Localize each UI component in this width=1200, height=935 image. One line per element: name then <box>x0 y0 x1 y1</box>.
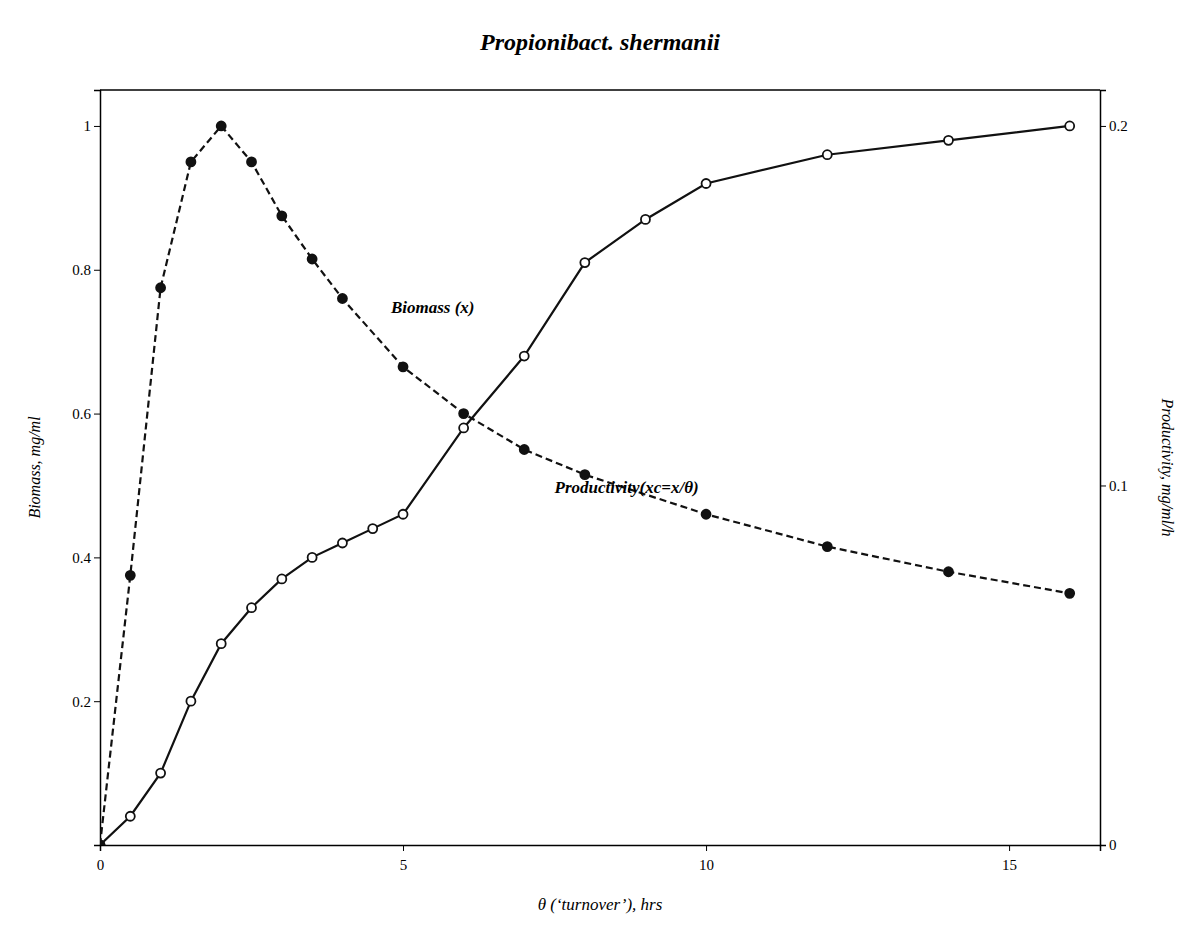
y-axis-tick: 0.4 <box>72 550 100 566</box>
x-axis-tick-mark <box>1009 845 1010 851</box>
y-axis-tick: 0.8 <box>72 262 100 278</box>
y-axis-tick: 0.2 <box>72 693 100 709</box>
series-marker <box>186 157 195 166</box>
series-marker <box>580 258 589 267</box>
series-marker <box>100 841 105 846</box>
series-marker <box>702 510 711 519</box>
y-axis-tick-mark <box>94 701 100 702</box>
series-marker <box>217 121 226 130</box>
y-axis-tick-mark <box>94 126 100 127</box>
x-axis-tick-label: 10 <box>699 857 714 873</box>
annotations: Biomass (x) Productivity(xc=x/θ) <box>390 298 699 497</box>
y2-axis-tick: 0.2 <box>1100 118 1128 134</box>
y-axis-tick: 1 <box>84 118 101 134</box>
x-axis: 0 5 10 15 <box>97 845 1101 873</box>
series-marker <box>277 211 286 220</box>
series-line <box>100 126 1070 845</box>
series-marker <box>277 574 286 583</box>
plot: 0510150.20.40.60.8100.10.2Biomass (x)Pro… <box>72 90 1128 873</box>
x-axis-tick: 5 <box>400 845 408 873</box>
y2-axis-tick-mark <box>1100 485 1106 486</box>
series-marker <box>1065 589 1074 598</box>
series-marker <box>308 553 317 562</box>
chart: 0510150.20.40.60.8100.10.2Biomass (x)Pro… <box>0 0 1200 935</box>
series-marker <box>702 179 711 188</box>
series-marker <box>338 539 347 548</box>
y-axis-tick-label: 0.6 <box>72 406 91 422</box>
y-axis-tick: 0.6 <box>72 406 100 422</box>
series-marker <box>823 542 832 551</box>
y2-axis-tick-mark <box>1100 126 1106 127</box>
series-marker <box>399 510 408 519</box>
series-marker <box>368 524 377 533</box>
marks <box>100 121 1074 845</box>
y2-axis-line <box>1101 91 1107 846</box>
y-axis: 0.2 0.4 0.6 0.8 1 <box>72 91 100 846</box>
y2-axis: 0 0.1 0.2 <box>1100 91 1128 854</box>
series-marker <box>459 409 468 418</box>
y-axis-tick-label: 0.8 <box>72 262 91 278</box>
annotation: Productivity(xc=x/θ) <box>554 478 699 497</box>
y2-axis-tick-label: 0.2 <box>1109 118 1128 134</box>
x-axis-tick-label: 15 <box>1002 857 1017 873</box>
series-marker <box>156 283 165 292</box>
series-marker <box>823 150 832 159</box>
series-marker <box>641 215 650 224</box>
x-axis-tick-mark <box>706 845 707 851</box>
series-marker <box>247 603 256 612</box>
series-marker <box>156 769 165 778</box>
series-marker <box>100 841 105 846</box>
series-marker <box>520 445 529 454</box>
y-axis-tick-label: 0.4 <box>72 550 91 566</box>
plot-frame <box>100 89 1100 91</box>
y-axis-tick-mark <box>94 414 100 415</box>
series-marker <box>186 697 195 706</box>
x-axis-tick: 15 <box>1002 845 1017 873</box>
y-axis-label: Biomass, mg/ml <box>26 416 44 519</box>
y2-axis-tick-label: 0 <box>1109 837 1117 853</box>
title: Propionibact. shermanii <box>479 29 720 55</box>
series-marker <box>459 423 468 432</box>
series-marker <box>1065 121 1074 130</box>
y2-axis-tick: 0 <box>1100 837 1117 853</box>
x-axis-tick: 0 <box>97 845 105 873</box>
x-axis-tick-mark <box>403 845 404 851</box>
y-axis-line <box>94 91 101 846</box>
x-axis-tick-label: 0 <box>97 857 105 873</box>
x-axis-label: θ (‘turnover’), hrs <box>538 895 663 914</box>
series-line <box>100 126 1070 845</box>
y-axis-tick-label: 0.2 <box>72 693 91 709</box>
x-axis-tick-label: 5 <box>400 857 408 873</box>
series-marker <box>338 294 347 303</box>
y2-axis-tick-mark <box>1100 845 1106 846</box>
y-axis-tick-mark <box>94 557 100 558</box>
series-marker <box>217 639 226 648</box>
y2-axis-label: Productivity, mg/ml/h <box>1158 397 1176 536</box>
series-marker <box>399 362 408 371</box>
x-axis-line <box>101 846 1101 852</box>
y2-axis-tick-label: 0.1 <box>1109 478 1128 494</box>
series-marker <box>126 812 135 821</box>
series-marker <box>944 136 953 145</box>
series-marker <box>247 157 256 166</box>
x-axis-tick: 10 <box>699 845 714 873</box>
y2-axis-tick: 0.1 <box>1100 478 1128 494</box>
series-marker <box>520 352 529 361</box>
series-marker <box>126 571 135 580</box>
y-axis-tick-label: 1 <box>84 118 92 134</box>
series-marker <box>308 254 317 263</box>
series-marker <box>944 567 953 576</box>
annotation: Biomass (x) <box>390 298 475 317</box>
y-axis-tick-mark <box>94 270 100 271</box>
